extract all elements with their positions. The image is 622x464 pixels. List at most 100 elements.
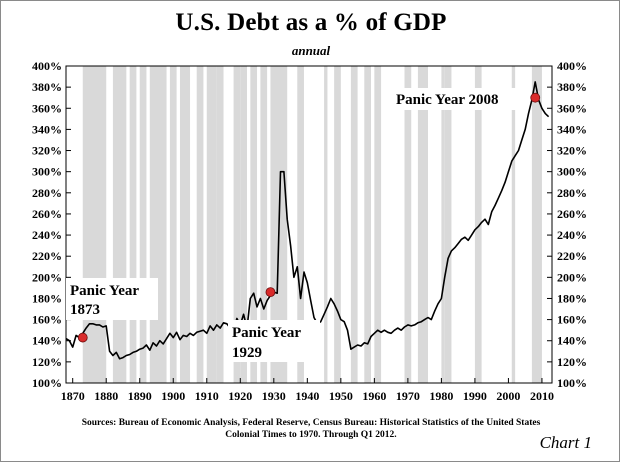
annotation-1873-bg [66, 278, 158, 320]
x-tick-label-2010: 2010 [530, 389, 554, 403]
y-tick-label-left-260: 260% [32, 207, 62, 221]
recession-band-3 [139, 66, 147, 383]
x-tick-label-1990: 1990 [463, 389, 487, 403]
recession-band-28 [531, 66, 542, 383]
recession-band-19 [350, 66, 358, 383]
panic-marker-2008 [530, 92, 541, 103]
recession-band-1 [112, 66, 127, 383]
annotation-1929-bg [228, 320, 320, 362]
y-tick-label-right-300: 300% [557, 165, 587, 179]
y-tick-label-left-340: 340% [32, 122, 62, 136]
y-tick-label-left-300: 300% [32, 165, 62, 179]
recession-band-8 [196, 66, 204, 383]
y-tick-label-left-140: 140% [32, 334, 62, 348]
annotation-2008-bg [392, 88, 518, 110]
source-note: Sources: Bureau of Economic Analysis, Fe… [20, 417, 602, 441]
x-tick-label-1980: 1980 [429, 389, 453, 403]
x-tick-label-1930: 1930 [262, 389, 286, 403]
annotation-1873-line1: Panic Year [70, 283, 139, 299]
recession-band-20 [364, 66, 372, 383]
annotation-1873-line2: 1873 [70, 302, 100, 318]
annotation-2008-text: Panic Year 2008 [396, 92, 499, 108]
y-tick-label-right-320: 320% [557, 144, 587, 158]
y-tick-label-right-140: 140% [557, 334, 587, 348]
recession-band-18 [334, 66, 341, 383]
y-tick-label-left-380: 380% [32, 80, 62, 94]
recession-band-6 [169, 66, 177, 383]
axes [65, 65, 553, 384]
recession-band-25 [444, 66, 452, 383]
recession-band-14 [260, 66, 268, 383]
y-tick-label-right-360: 360% [557, 101, 587, 115]
y-tick-label-left-160: 160% [32, 313, 62, 327]
y-tick-label-right-220: 220% [557, 249, 587, 263]
recession-band-10 [216, 66, 224, 383]
recession-band-2 [129, 66, 137, 383]
y-tick-label-right-260: 260% [557, 207, 587, 221]
plot-area-border [65, 65, 553, 384]
x-tick-label-1950: 1950 [329, 389, 353, 403]
recession-band-26 [474, 66, 482, 383]
recession-band-13 [250, 66, 258, 383]
y-tick-label-right-100: 100% [557, 376, 587, 390]
source-line-1: Sources: Bureau of Economic Analysis, Fe… [81, 418, 541, 428]
y-tick-label-left-280: 280% [32, 186, 62, 200]
panic-year-markers [77, 92, 541, 343]
recession-band-27 [511, 66, 516, 383]
y-tick-label-right-380: 380% [557, 80, 587, 94]
y-tick-label-right-280: 280% [557, 186, 587, 200]
chart-title: U.S. Debt as a % of GDP [175, 9, 447, 36]
source-line-2: Colonial Times to 1970. Through Q1 2012. [225, 430, 397, 440]
recession-band-22 [404, 66, 412, 383]
recession-band-23 [417, 66, 428, 383]
line-series [65, 81, 550, 360]
recession-band-5 [156, 66, 167, 383]
y-axis-right-ticks: 100% 120% 140% 160% 180% 200% 220% 240% 260% 280%… [547, 59, 587, 390]
y-tick-label-right-160: 160% [557, 313, 587, 327]
recession-band-21 [374, 66, 382, 383]
x-tick-label-1960: 1960 [362, 389, 386, 403]
recession-band-9 [206, 66, 217, 383]
x-tick-label-1900: 1900 [161, 389, 185, 403]
x-tick-label-1940: 1940 [295, 389, 319, 403]
y-tick-label-right-200: 200% [557, 270, 587, 284]
annotation-1929-line2: 1929 [232, 345, 262, 361]
y-tick-label-right-120: 120% [557, 355, 587, 369]
y-axis-left-ticks: 100% 120% 140% 160% 180% 200% 220% 240% 260% 280%… [32, 59, 71, 390]
y-tick-label-left-200: 200% [32, 270, 62, 284]
y-tick-label-left-360: 360% [32, 101, 62, 115]
x-tick-label-2000: 2000 [496, 389, 520, 403]
y-tick-label-right-340: 340% [557, 122, 587, 136]
panic-marker-1929 [265, 287, 276, 298]
recession-band-4 [149, 66, 157, 383]
x-tick-label-1970: 1970 [396, 389, 420, 403]
x-tick-label-1890: 1890 [128, 389, 152, 403]
x-tick-label-1880: 1880 [94, 389, 118, 403]
recession-band-7 [179, 66, 191, 383]
y-tick-label-left-320: 320% [32, 144, 62, 158]
recession-band-11 [233, 66, 241, 383]
x-tick-label-1870: 1870 [61, 389, 85, 403]
y-tick-label-left-400: 400% [32, 59, 62, 73]
y-tick-label-left-240: 240% [32, 228, 62, 242]
y-tick-label-left-100: 100% [32, 376, 62, 390]
recession-band-16 [297, 66, 304, 383]
panic-marker-1873 [77, 332, 88, 343]
recession-band-12 [240, 66, 247, 383]
recession-band-17 [324, 66, 328, 383]
x-axis-ticks: 1870 1880 1890 1900 1910 1920 1930 1940 1950 1960… [61, 378, 554, 403]
y-tick-label-right-400: 400% [557, 59, 587, 73]
chart-number-label: Chart 1 [539, 433, 592, 452]
debt-to-gdp-line-0 [65, 81, 550, 360]
y-tick-label-right-240: 240% [557, 228, 587, 242]
y-tick-label-right-180: 180% [557, 291, 587, 305]
recession-band-24 [441, 66, 445, 383]
y-tick-label-left-180: 180% [32, 291, 62, 305]
y-tick-label-left-120: 120% [32, 355, 62, 369]
y-tick-label-left-220: 220% [32, 249, 62, 263]
annotation-1929-line1: Panic Year [232, 325, 301, 341]
chart-subtitle: annual [291, 43, 331, 58]
x-tick-label-1910: 1910 [195, 389, 219, 403]
